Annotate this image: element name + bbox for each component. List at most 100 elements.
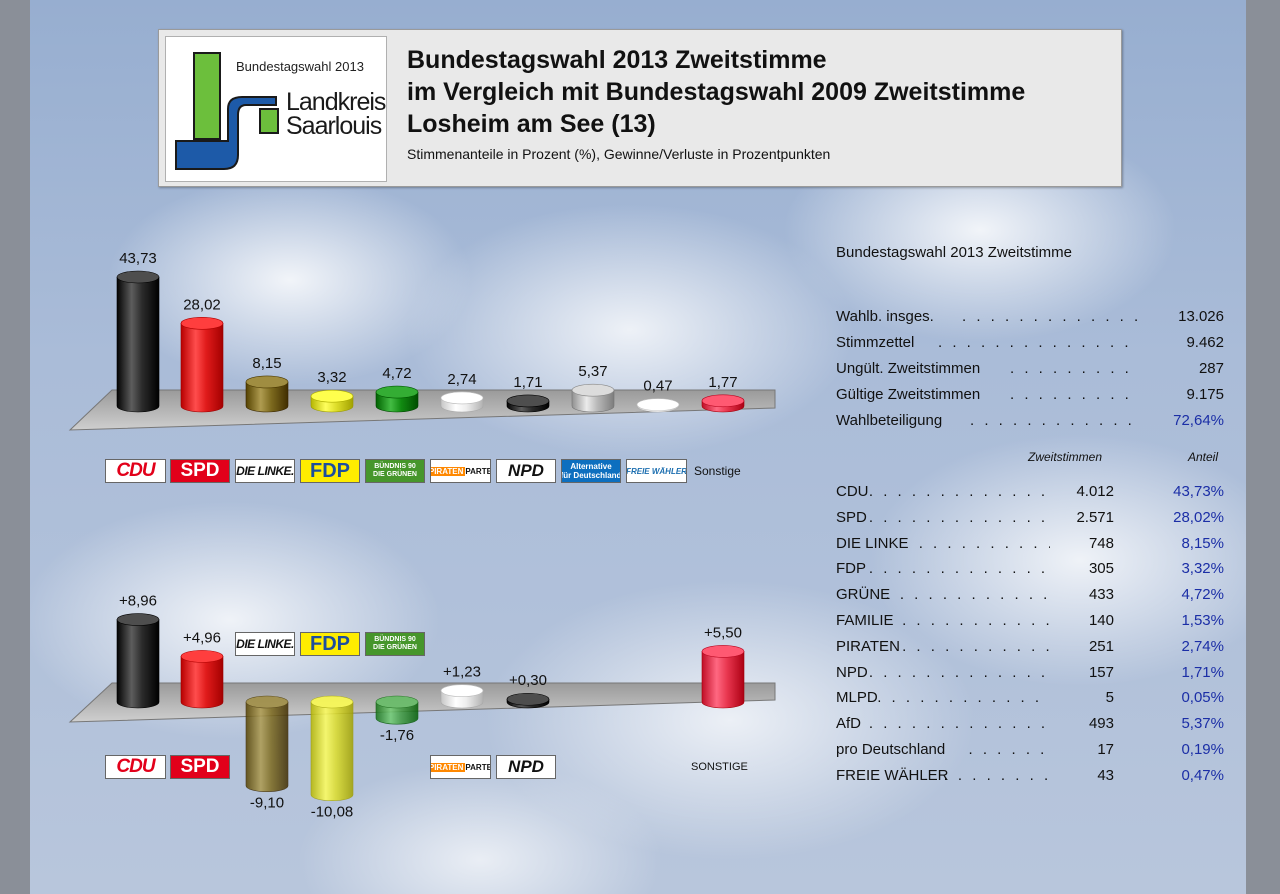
chart-shares: 43,73 28,02 8,15 3,32 4,72 2,74 1,71 5,37 0,47 1,… [116, 250, 745, 413]
leader-dots: . . . . . . . . . . . . . . . . . . . . [868, 715, 1050, 733]
logo-spd-change: SPD [170, 755, 230, 779]
bar-change-piraten [440, 684, 484, 709]
logo-spd: SPD [170, 459, 230, 483]
party-share: 1,53% [1181, 612, 1224, 629]
party-share: 5,37% [1181, 715, 1224, 733]
bar-afd [571, 383, 615, 413]
bar-cdu [116, 270, 160, 413]
header-panel: Bundestagswahl 2013 Landkreis Saarlouis … [158, 29, 1122, 187]
party-votes: 748 [1088, 534, 1114, 552]
logo-freie-waehler: FREIE WÄHLER [626, 459, 687, 483]
bar-change-grüne [375, 695, 419, 725]
party-votes: 493 [1088, 715, 1114, 733]
bar-change-cdu [116, 613, 160, 709]
party-share: 28,02% [1173, 508, 1224, 526]
party-votes: 43 [1097, 766, 1114, 784]
leader-dots: . . . . . . . . . . . . . . . . . . . . [1010, 360, 1140, 377]
logo-year: Bundestagswahl 2013 [236, 59, 364, 74]
leader-dots: . . . . . . . . . . . . . . . . . . . . [868, 508, 1050, 526]
bar-change-npd-top [506, 692, 550, 706]
landkreis-logo-mark [175, 52, 279, 170]
bar-fdp-label: 3,32 [317, 369, 346, 386]
bar-change-die-linke-body [245, 701, 289, 793]
party-name: PIRATEN [836, 637, 900, 655]
title-line-2: im Vergleich mit Bundestagswahl 2009 Zwe… [407, 78, 1026, 106]
stat-value: 9.462 [1186, 334, 1224, 351]
logo-name-1: Landkreis [286, 88, 386, 116]
bar-change-fdp-body [310, 701, 354, 802]
bar-freie-wähler [636, 398, 680, 413]
bar-die-linke [245, 375, 289, 413]
stat-value: 9.175 [1186, 386, 1224, 403]
bar-fdp [310, 389, 354, 413]
bar-change-sonstige [701, 645, 745, 709]
label-sonstige: Sonstige [694, 464, 741, 478]
bar-npd-label: 1,71 [513, 374, 542, 391]
bar-charts: 43,73 28,02 8,15 3,32 4,72 2,74 1,71 5,37 0,47 1,… [68, 250, 776, 821]
leader-dots: . . . . . . . . . . . . . . . . . . . . [868, 483, 1050, 500]
bar-spd-top [180, 317, 224, 330]
logo-name-2: Saarlouis [286, 112, 382, 140]
bar-change-sonstige-body [701, 651, 745, 709]
bar-die-linke-label: 8,15 [252, 355, 281, 372]
party-votes: 251 [1088, 637, 1114, 655]
party-name: FDP [836, 560, 866, 578]
logo-gruene: BÜNDNIS 90 DIE GRÜNEN [365, 459, 425, 483]
bar-change-spd-top [180, 650, 224, 663]
logo-gruene-change-line-1: BÜNDNIS 90 [374, 636, 416, 643]
leader-dots: . . . . . . . . . . . . . . . . . . . . [877, 689, 1050, 707]
party-share: 0,19% [1181, 741, 1224, 758]
bar-change-sonstige-top [701, 645, 745, 658]
bar-freie-wähler-label: 0,47 [643, 378, 672, 395]
logo-linke: DIE LINKE. [235, 459, 295, 483]
bar-piraten-top [440, 391, 484, 405]
bar-change-die-linke [245, 695, 289, 793]
bar-change-spd-body [180, 656, 224, 709]
leader-dots: . . . . . . . . . . . . . . . . . . . . [902, 637, 1050, 655]
leader-dots: . . . . . . . . . . . . . . . . . . . . [962, 308, 1140, 325]
bar-change-grüne-label: -1,76 [380, 727, 414, 744]
party-votes: 305 [1088, 560, 1114, 578]
bar-piraten [440, 391, 484, 413]
title-line-3: Losheim am See (13) [407, 110, 656, 138]
stat-label: Stimmzettel [836, 334, 915, 351]
party-name: CDU [836, 483, 869, 500]
party-name: SPD [836, 508, 867, 526]
label-sonstige-upper: SONSTIGE [691, 761, 748, 773]
stat-label: Wahlb. insges. [836, 308, 934, 325]
stat-value: 287 [1198, 360, 1224, 377]
party-share: 2,74% [1181, 637, 1224, 655]
logo-piraten-change-line-2: PARTEI [465, 762, 490, 772]
party-share: 3,32% [1181, 560, 1224, 578]
bar-cdu-body [116, 276, 160, 413]
logo-fdp-change: FDP [300, 632, 360, 656]
bar-grüne [375, 385, 419, 413]
party-votes: 433 [1088, 586, 1114, 604]
logo-piraten-change-line-1: PIRATEN [431, 762, 466, 772]
logo-fdp: FDP [300, 459, 360, 483]
bar-change-grüne-body [375, 701, 419, 725]
stat-value: 72,64% [1173, 412, 1224, 429]
bar-change-npd [506, 692, 550, 709]
logo-piraten-line-2: PARTEI [465, 466, 490, 476]
bar-change-die-linke-label: -9,10 [250, 795, 284, 812]
title-line-1: Bundestagswahl 2013 Zweitstimme [407, 46, 827, 74]
logo-piraten: PIRATEN PARTEI [430, 459, 491, 483]
bar-sonstige-top [701, 394, 745, 408]
bar-change-grüne-top [375, 695, 419, 709]
bar-change-piraten-label: +1,23 [443, 664, 481, 681]
party-votes: 140 [1088, 612, 1114, 629]
logo-afd-line-1: Alternative [570, 462, 612, 471]
party-share: 0,05% [1181, 689, 1224, 707]
party-votes: 5 [1105, 689, 1114, 707]
logo-gruene-change-line-2: DIE GRÜNEN [373, 644, 417, 651]
bar-npd-top [506, 394, 550, 408]
leader-dots: . . . . . . . . . . . . . . . . . . . . [1010, 386, 1140, 403]
party-share: 0,47% [1181, 766, 1224, 784]
bar-cdu-label: 43,73 [119, 250, 157, 267]
bar-spd [180, 317, 224, 413]
bar-change-spd [180, 650, 224, 709]
logo-npd: NPD [496, 459, 556, 483]
party-votes: 4.012 [1076, 483, 1114, 500]
logo-cdu: CDU [105, 459, 166, 483]
